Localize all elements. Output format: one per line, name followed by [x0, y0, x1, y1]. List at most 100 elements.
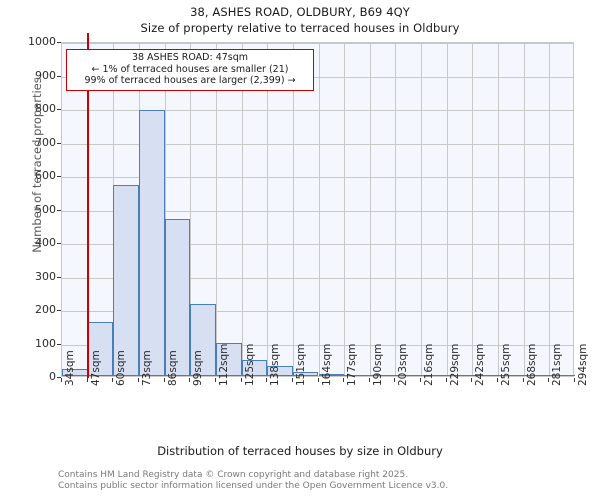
gridline-vertical: [241, 43, 243, 376]
gridline-horizontal: [62, 210, 573, 212]
y-axis-tick-label: 700: [35, 135, 56, 149]
x-axis-tick-mark: [343, 378, 345, 382]
gridline-vertical: [215, 43, 217, 376]
gridline-vertical: [190, 43, 192, 376]
y-axis-tick-mark: [57, 377, 61, 378]
histogram-bar: [549, 375, 575, 376]
histogram-bar: [344, 375, 370, 376]
x-axis-tick-mark: [574, 378, 575, 382]
x-axis-tick-mark: [214, 378, 216, 382]
x-axis-tick-mark: [266, 378, 268, 382]
x-axis-tick-mark: [189, 378, 191, 382]
y-axis-tick-label: 200: [35, 303, 56, 316]
histogram-bar: [190, 303, 216, 376]
x-axis-tick-label: 112sqm: [217, 343, 230, 386]
x-axis-tick-mark: [394, 378, 396, 382]
y-axis-tick-mark: [57, 142, 61, 144]
y-axis-tick-mark: [57, 343, 61, 345]
y-axis-tick-label: 600: [35, 169, 56, 182]
histogram-bar: [164, 218, 191, 376]
gridline-horizontal: [62, 311, 573, 312]
annotation-line-2: ← 1% of terraced houses are smaller (21): [91, 63, 289, 75]
plot-area: [61, 33, 575, 378]
x-axis-tick-mark: [420, 378, 422, 382]
gridline-vertical: [421, 43, 423, 376]
histogram-bar: [523, 375, 550, 376]
x-axis-tick-mark: [86, 378, 88, 382]
x-axis-tick-label: 229sqm: [448, 343, 461, 386]
gridline-vertical: [523, 43, 525, 376]
y-axis-tick-mark: [57, 243, 61, 244]
y-axis-tick-mark: [57, 276, 61, 278]
gridline-vertical: [472, 43, 474, 376]
gridline-vertical: [292, 43, 294, 376]
gridline-vertical: [164, 43, 166, 376]
gridline-vertical: [344, 43, 346, 376]
x-axis-tick-label: 255sqm: [500, 343, 513, 386]
y-axis-tick-label: 800: [35, 102, 56, 115]
x-axis-tick-mark: [163, 378, 165, 382]
y-axis-tick-mark: [57, 310, 61, 311]
gridline-vertical: [549, 43, 551, 376]
x-axis-tick-label: 242sqm: [474, 343, 487, 386]
gridline-horizontal: [62, 76, 573, 78]
gridline-horizontal: [62, 143, 573, 145]
histogram-bar: [113, 185, 139, 376]
histogram-bar: [241, 360, 268, 376]
chart-title: 38, ASHES ROAD, OLDBURY, B69 4QY: [190, 5, 410, 19]
histogram-bar: [318, 374, 345, 376]
title-block: 38, ASHES ROAD, OLDBURY, B69 4QY Size of…: [0, 4, 600, 36]
histogram-bar: [87, 322, 114, 376]
x-axis-tick-mark: [61, 378, 62, 382]
gridline-horizontal: [62, 110, 573, 111]
x-axis-tick-label: 73sqm: [140, 350, 153, 386]
x-axis-tick-label: 294sqm: [577, 343, 589, 386]
footer-attribution: Contains HM Land Registry data © Crown c…: [58, 470, 578, 492]
y-axis-tick-mark: [57, 75, 61, 77]
x-axis-tick-mark: [137, 378, 139, 382]
histogram-bars: [62, 43, 575, 376]
gridline-vertical: [395, 43, 397, 376]
x-axis-tick-mark: [522, 378, 524, 382]
histogram-bar: [446, 375, 473, 376]
y-axis-tick-label: 100: [35, 336, 56, 350]
y-axis-tick-label: 900: [35, 68, 56, 82]
x-axis-tick-label: 34sqm: [64, 350, 76, 386]
histogram-bar: [472, 375, 499, 376]
histogram-bar: [138, 109, 165, 376]
x-axis-tick-label: 281sqm: [551, 343, 564, 386]
x-axis-tick-label: 190sqm: [371, 343, 384, 386]
histogram-bar: [498, 375, 524, 376]
gridline-horizontal: [62, 177, 573, 178]
x-axis-tick-label: 151sqm: [294, 343, 307, 386]
histogram-bar: [267, 365, 293, 376]
gridline-vertical: [267, 43, 269, 376]
x-axis-tick-label: 86sqm: [166, 350, 179, 386]
gridline-vertical: [446, 43, 448, 376]
y-axis-tick-mark: [57, 109, 61, 110]
gridline-horizontal: [62, 244, 573, 245]
x-axis-tick-label: 60sqm: [115, 350, 128, 386]
y-axis-tick-label: 500: [35, 202, 56, 216]
histogram-bar: [369, 375, 396, 376]
y-axis-tick-label: 300: [35, 269, 56, 283]
x-axis-tick-mark: [240, 378, 242, 382]
x-axis-tick-mark: [497, 378, 499, 382]
y-axis-tick-label: 1000: [28, 35, 56, 48]
gridline-vertical: [369, 43, 371, 376]
x-axis-tick-mark: [548, 378, 550, 382]
x-axis-tick-label: 203sqm: [397, 343, 410, 386]
gridline-horizontal: [62, 277, 573, 279]
y-axis-tick-label: 400: [35, 236, 56, 249]
histogram-bar: [292, 371, 319, 376]
y-axis-tick-mark: [57, 176, 61, 177]
gridline-vertical: [498, 43, 500, 376]
gridline-vertical: [318, 43, 320, 376]
histogram-bar: [215, 342, 242, 376]
x-axis-tick-mark: [445, 378, 447, 382]
annotation-line-1: 38 ASHES ROAD: 47sqm: [131, 52, 249, 63]
annotation-line-3: 99% of terraced houses are larger (2,399…: [84, 75, 296, 86]
x-axis-tick-label: 164sqm: [320, 343, 333, 386]
x-axis-title: Distribution of terraced houses by size …: [157, 444, 443, 458]
x-axis-tick-label: 177sqm: [346, 343, 359, 386]
